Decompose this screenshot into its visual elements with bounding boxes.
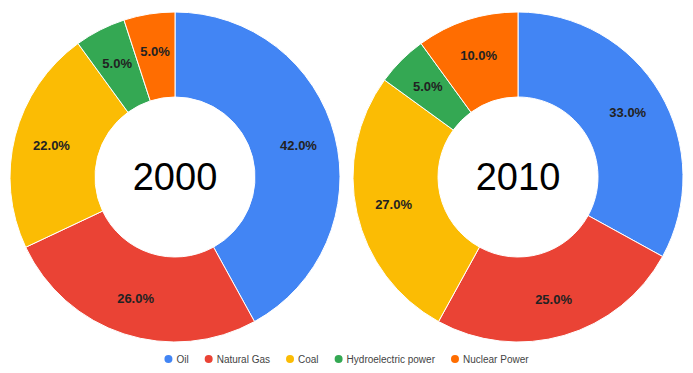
data-label: 5.0% <box>140 44 170 59</box>
legend-item: Oil <box>164 354 188 365</box>
data-label: 26.0% <box>117 291 154 306</box>
legend-marker <box>205 355 213 363</box>
data-label: 27.0% <box>375 197 412 212</box>
data-label: 5.0% <box>413 79 443 94</box>
slices <box>10 12 340 342</box>
data-label: 42.0% <box>280 138 317 153</box>
chart-title: 2000 <box>133 156 218 198</box>
data-label: 33.0% <box>609 105 646 120</box>
slice <box>439 216 663 342</box>
data-label: 22.0% <box>33 138 70 153</box>
legend-marker <box>164 355 172 363</box>
data-labels: 33.0% 25.0% 27.0% 5.0% 10.0% <box>375 48 646 307</box>
legend-label: Hydroelectric power <box>347 354 436 365</box>
legend: Oil Natural Gas Coal Hydroelectric power Nuc… <box>164 354 529 365</box>
legend-label: Natural Gas <box>217 354 270 365</box>
data-labels: 42.0% 26.0% 22.0% 5.0% 5.0% <box>33 44 317 306</box>
legend-marker <box>451 355 459 363</box>
donut-chart: 33.0% 25.0% 27.0% 5.0% 10.0% 2010 <box>353 12 683 342</box>
slice <box>421 12 518 112</box>
legend-item: Hydroelectric power <box>335 354 436 365</box>
legend-label: Coal <box>298 354 319 365</box>
legend-item: Natural Gas <box>205 354 270 365</box>
donut-chart: 42.0% 26.0% 22.0% 5.0% 5.0% 2000 <box>10 12 340 342</box>
legend-item: Nuclear Power <box>451 354 529 365</box>
data-label: 5.0% <box>102 56 132 71</box>
slice <box>518 12 683 256</box>
legend-label: Nuclear Power <box>463 354 529 365</box>
legend-marker <box>335 355 343 363</box>
legend-label: Oil <box>176 354 188 365</box>
slices <box>353 12 683 342</box>
legend-item: Coal <box>286 354 319 365</box>
chart-title: 2010 <box>476 156 561 198</box>
data-label: 10.0% <box>460 48 497 63</box>
chart-canvas: 42.0% 26.0% 22.0% 5.0% 5.0% 2000 33.0% 25.0% 27.… <box>0 0 693 373</box>
data-label: 25.0% <box>535 292 572 307</box>
legend-marker <box>286 355 294 363</box>
